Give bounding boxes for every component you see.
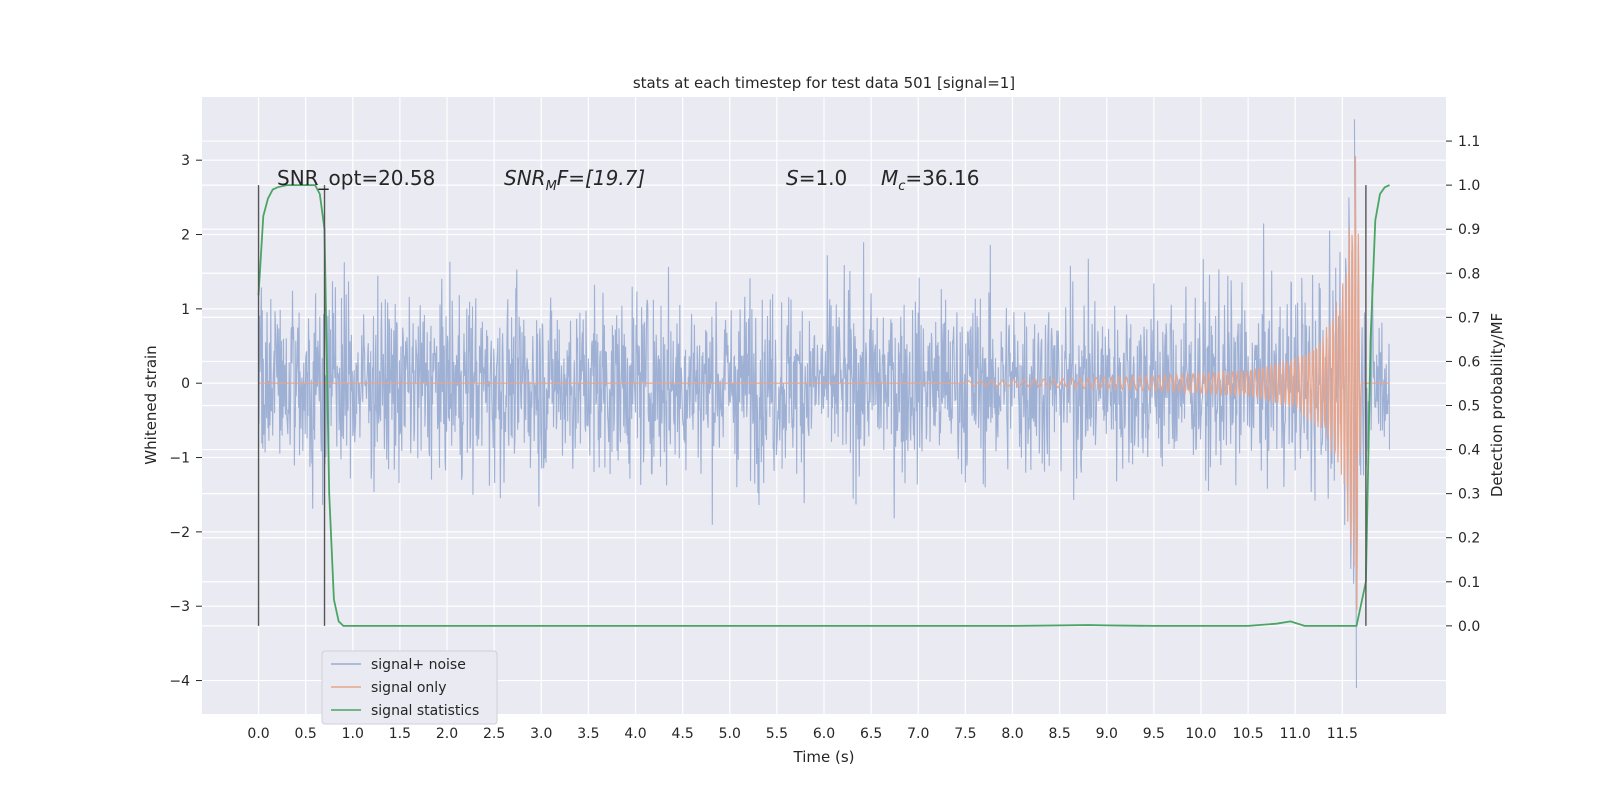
x-tick-label: 5.5 bbox=[766, 726, 788, 742]
y2-tick-label: 0.0 bbox=[1458, 619, 1480, 635]
y2-tick-label: 1.1 bbox=[1458, 134, 1480, 150]
y-tick-label: −4 bbox=[169, 674, 190, 690]
series-signal-statistics bbox=[257, 184, 1390, 627]
x-tick-label: 4.0 bbox=[624, 726, 646, 742]
annotation-mc-sub: c bbox=[898, 179, 905, 194]
y2-tick-label: 1.0 bbox=[1458, 178, 1480, 194]
y2-tick-label: 0.2 bbox=[1458, 531, 1480, 547]
x-tick-label: 4.5 bbox=[672, 726, 694, 742]
y2-tick-label: 0.4 bbox=[1458, 443, 1480, 459]
x-tick-label: 9.0 bbox=[1096, 726, 1118, 742]
x-tick-label: 11.5 bbox=[1327, 726, 1358, 742]
series-layer bbox=[257, 119, 1391, 688]
y-tick-label: 0 bbox=[181, 376, 190, 392]
x-tick-label: 6.0 bbox=[813, 726, 835, 742]
annotation-snr-mf-sub: M bbox=[546, 179, 557, 194]
x-tick-label: 7.5 bbox=[954, 726, 976, 742]
x-tick-label: 7.0 bbox=[907, 726, 929, 742]
legend-box bbox=[321, 650, 498, 725]
legend-label-signal-noise: signal+ noise bbox=[371, 657, 466, 673]
y2-tick-label: 0.1 bbox=[1458, 575, 1480, 591]
x-tick-label: 1.5 bbox=[389, 726, 411, 742]
annotation-snr-mf: SNRMF=[19.7] bbox=[504, 166, 645, 194]
x-tick-label: 9.5 bbox=[1143, 726, 1165, 742]
annotation-s-value: =1.0 bbox=[799, 166, 848, 190]
x-tick-label: 10.5 bbox=[1233, 726, 1264, 742]
annotation-snr-mf-rest: F=[19.7] bbox=[557, 166, 645, 190]
y2-tick-label: 0.9 bbox=[1458, 222, 1480, 238]
x-tick-label: 10.0 bbox=[1185, 726, 1216, 742]
x-tick-label: 2.0 bbox=[436, 726, 458, 742]
x-tick-label: 0.5 bbox=[295, 726, 317, 742]
y-tick-label: 2 bbox=[181, 228, 190, 244]
x-axis-label: Time (s) bbox=[793, 748, 855, 766]
x-tick-label: 3.0 bbox=[530, 726, 552, 742]
y2-tick-label: 0.5 bbox=[1458, 399, 1480, 415]
annotation-mc-value: =36.16 bbox=[905, 166, 979, 190]
y2-tick-label: 0.7 bbox=[1458, 310, 1480, 326]
annotation-mc-label: M bbox=[881, 166, 898, 190]
legend-label-signal-statistics: signal statistics bbox=[371, 703, 479, 719]
x-tick-label: 8.0 bbox=[1001, 726, 1023, 742]
annotation-snr-mf-main: SNR bbox=[504, 166, 546, 190]
annotations: SNR_opt=20.58 SNRMF=[19.7] S=1.0 Mc=36.1… bbox=[277, 166, 979, 194]
annotation-s: S=1.0 bbox=[786, 166, 847, 190]
y-tick-label: −3 bbox=[169, 599, 190, 615]
x-tick-label: 3.5 bbox=[577, 726, 599, 742]
chart-title: stats at each timestep for test data 501… bbox=[633, 74, 1015, 92]
legend: signal+ noise signal only signal statist… bbox=[321, 650, 498, 725]
x-tick-label: 6.5 bbox=[860, 726, 882, 742]
y-axis-label: Whitened strain bbox=[142, 345, 160, 464]
y2-axis-label: Detection probability/MF bbox=[1488, 313, 1506, 497]
y2-tick-label: 0.3 bbox=[1458, 487, 1480, 503]
y-tick-label: −1 bbox=[169, 451, 190, 467]
x-tick-label: 8.5 bbox=[1048, 726, 1070, 742]
x-tick-label: 5.0 bbox=[719, 726, 741, 742]
y2-tick-label: 0.8 bbox=[1458, 266, 1480, 282]
legend-label-signal-only: signal only bbox=[371, 680, 446, 696]
annotation-snr-opt: SNR_opt=20.58 bbox=[277, 166, 435, 190]
y-tick-label: 3 bbox=[181, 153, 190, 169]
y-tick-label: −2 bbox=[169, 525, 190, 541]
vertical-markers bbox=[257, 185, 1367, 626]
x-tick-label: 2.5 bbox=[483, 726, 505, 742]
x-tick-label: 1.0 bbox=[342, 726, 364, 742]
series-signal-only bbox=[258, 155, 1390, 611]
x-tick-label: 11.0 bbox=[1280, 726, 1311, 742]
annotation-mc: Mc=36.16 bbox=[881, 166, 979, 194]
annotation-s-label: S bbox=[786, 166, 799, 190]
tick-layer: 0.0 0.5 1.0 1.5 2.0 2.5 3.0 3.5 4.0 4.5 5.0 5.5 6.0 6… bbox=[169, 134, 1480, 742]
x-tick-label: 0.0 bbox=[247, 726, 269, 742]
y-tick-label: 1 bbox=[181, 302, 190, 318]
y2-tick-label: 0.6 bbox=[1458, 354, 1480, 370]
